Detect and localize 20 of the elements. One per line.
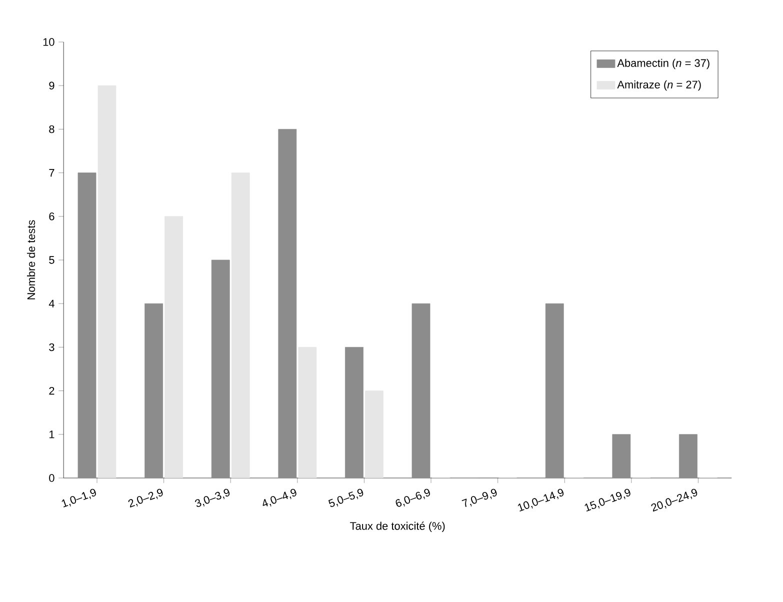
y-tick-label: 10 bbox=[43, 38, 54, 46]
y-tick-label: 4 bbox=[48, 300, 54, 308]
y-tick-label: 2 bbox=[49, 386, 54, 395]
y-tick-label: 6 bbox=[49, 212, 54, 220]
x-tick-label: 3,0–3,9 bbox=[195, 488, 230, 507]
x-tick-label: 4,0–4,9 bbox=[262, 488, 296, 507]
legend-label: Amitraze (n = 27) bbox=[617, 80, 701, 91]
y-tick-label: 3 bbox=[49, 343, 54, 352]
y-tick-label: 5 bbox=[49, 256, 54, 264]
legend-label: Abamectin (n = 37) bbox=[617, 58, 710, 70]
y-axis-title: Nombre de tests bbox=[27, 220, 36, 300]
y-tick-label: 0 bbox=[49, 474, 54, 482]
y-tick-label: 1 bbox=[49, 430, 54, 438]
y-tick-label: 7 bbox=[49, 169, 54, 177]
x-axis-title: Taux de toxicité (%) bbox=[350, 522, 445, 532]
x-tick-label: 5,0–5,9 bbox=[328, 488, 364, 507]
y-tick-label: 8 bbox=[49, 125, 54, 134]
x-tick-label: 7,0–9,9 bbox=[462, 488, 497, 507]
y-tick-label: 9 bbox=[49, 82, 54, 90]
x-tick-label: 6,0–6,9 bbox=[396, 488, 430, 507]
